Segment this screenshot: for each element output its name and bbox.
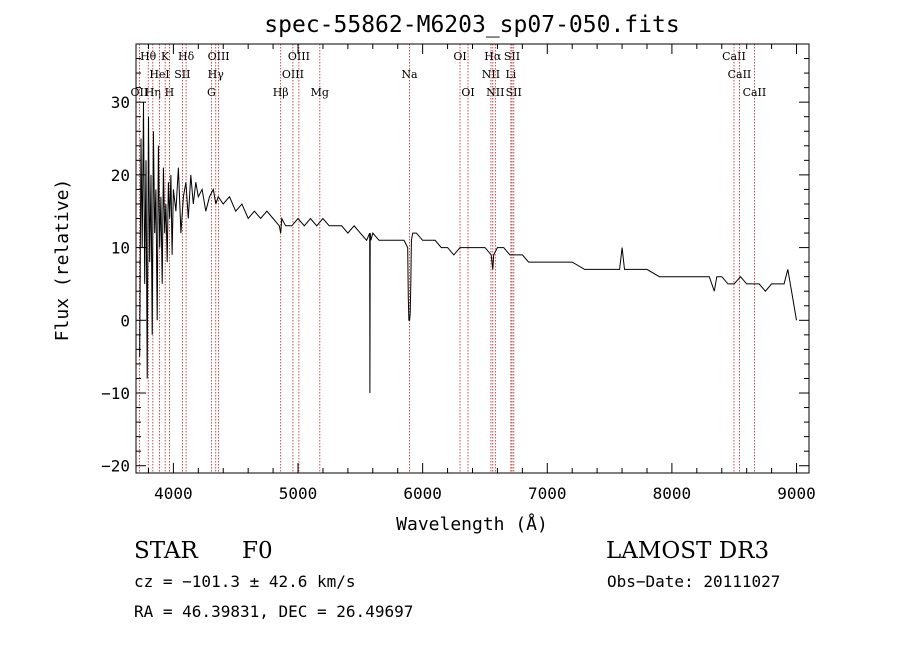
y-tick-label: 0 bbox=[120, 311, 130, 330]
marker-label: H bbox=[165, 86, 175, 99]
chart-title: spec-55862-M6203_sp07-050.fits bbox=[264, 12, 679, 38]
x-axis-label: Wavelength (Å) bbox=[396, 513, 548, 535]
marker-label: Hβ bbox=[273, 86, 289, 99]
marker-label: Hη bbox=[145, 86, 161, 99]
coordinates: RA = 46.39831, DEC = 26.49697 bbox=[134, 602, 414, 621]
marker-label: CaII bbox=[743, 86, 767, 99]
subclass-label: F0 bbox=[242, 538, 273, 564]
marker-label: OI bbox=[461, 86, 474, 99]
x-tick-label: 7000 bbox=[528, 484, 567, 503]
y-tick-label: 10 bbox=[111, 239, 130, 258]
marker-label: OIII bbox=[282, 68, 304, 81]
marker-label: CaII bbox=[722, 50, 746, 63]
marker-label: Hθ bbox=[140, 50, 157, 63]
marker-label: Hγ bbox=[208, 68, 225, 81]
marker-label: HeI bbox=[149, 68, 169, 81]
marker-label: SII bbox=[504, 50, 520, 63]
marker-label: SII bbox=[174, 68, 190, 81]
marker-label: CaII bbox=[728, 68, 752, 81]
marker-label: Hα bbox=[484, 50, 502, 63]
marker-label: SII bbox=[506, 86, 522, 99]
y-tick-label: 30 bbox=[111, 93, 130, 112]
y-tick-label: −20 bbox=[101, 457, 130, 476]
marker-label: OIII bbox=[288, 50, 310, 63]
marker-label: OII bbox=[131, 86, 149, 99]
marker-label: K bbox=[161, 50, 170, 63]
marker-label: Hδ bbox=[178, 50, 195, 63]
marker-label: OIII bbox=[208, 50, 230, 63]
x-tick-label: 4000 bbox=[154, 484, 193, 503]
y-tick-label: −10 bbox=[101, 384, 130, 403]
survey-label: LAMOST DR3 bbox=[606, 538, 770, 564]
class-label: STAR bbox=[134, 538, 198, 564]
marker-label: NII bbox=[486, 86, 504, 99]
obs-date: Obs−Date: 20111027 bbox=[607, 572, 781, 591]
x-tick-label: 6000 bbox=[403, 484, 442, 503]
axis-ticks: 4000 5000 6000 7000 8000 9000 −20 −10 0 10 20 30 bbox=[101, 44, 816, 503]
x-tick-label: 9000 bbox=[777, 484, 816, 503]
marker-label: Li bbox=[505, 68, 516, 81]
spectrum-line bbox=[139, 102, 797, 394]
x-tick-label: 8000 bbox=[653, 484, 692, 503]
x-tick-label: 5000 bbox=[279, 484, 318, 503]
marker-label: Mg bbox=[311, 86, 329, 99]
line-markers: OII Hθ Hη HeI K H SII Hδ G Hγ OIII Hβ OIII OIII Mg Na OI… bbox=[131, 44, 767, 473]
plot-frame bbox=[135, 43, 810, 474]
y-axis-label: Flux (relative) bbox=[52, 179, 73, 342]
marker-label: OI bbox=[453, 50, 466, 63]
marker-label: NII bbox=[482, 68, 500, 81]
y-tick-label: 20 bbox=[111, 166, 130, 185]
marker-label: G bbox=[207, 86, 216, 99]
cz-value: cz = −101.3 ± 42.6 km/s bbox=[134, 572, 356, 591]
marker-label: Na bbox=[401, 68, 418, 81]
